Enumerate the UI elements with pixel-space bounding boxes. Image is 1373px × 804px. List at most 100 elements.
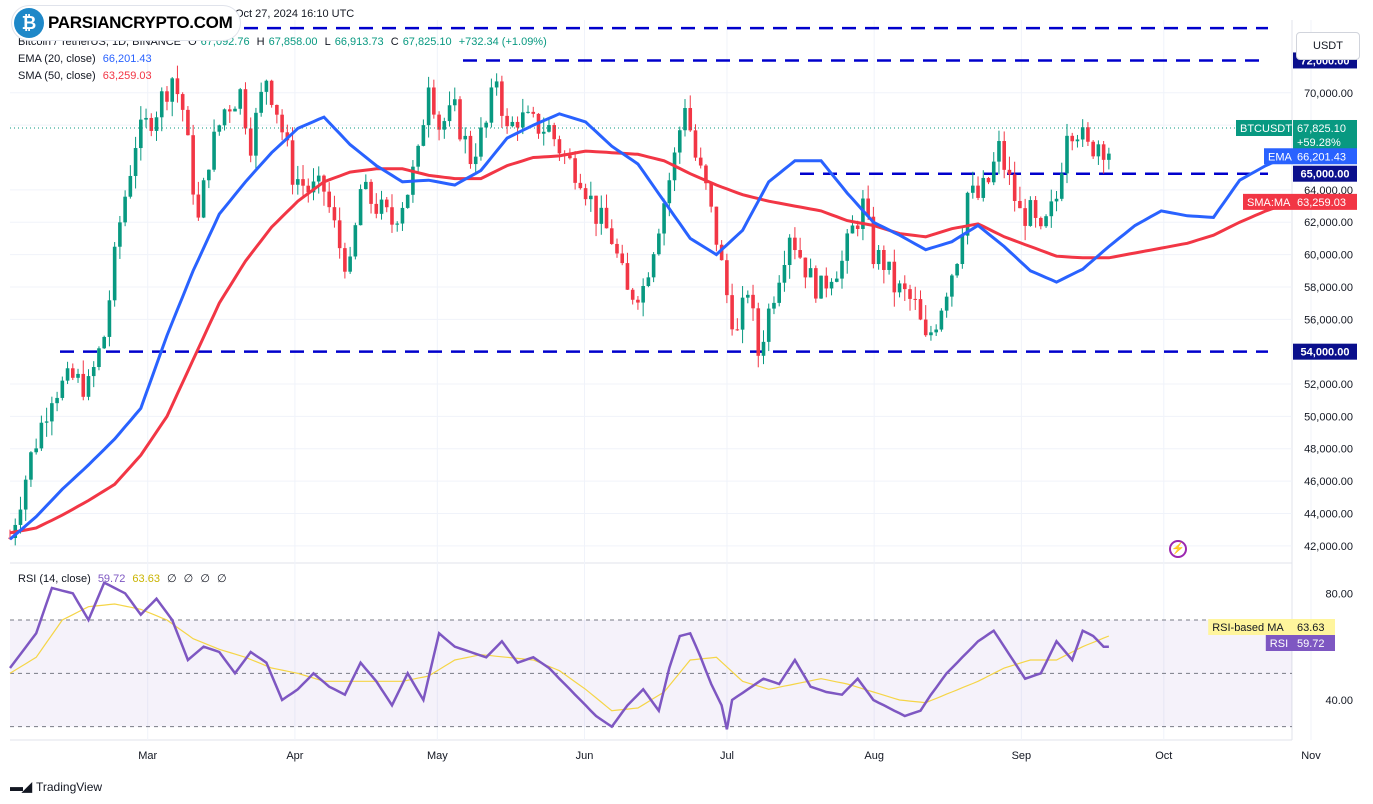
candle-body: [1075, 139, 1080, 142]
candle-body: [306, 185, 311, 193]
candle-body: [1044, 216, 1048, 227]
candle-body: [81, 373, 86, 397]
candle-body: [201, 180, 206, 218]
rsi-legend[interactable]: RSI (14, close) 59.72 63.63 ∅ ∅ ∅ ∅: [18, 573, 227, 585]
bitcoin-icon: ₿: [14, 8, 44, 38]
price-level-tag-label: 54,000.00: [1301, 347, 1350, 359]
candle-body: [719, 244, 724, 261]
price-tick-label: 46,000.00: [1304, 476, 1353, 488]
time-axis[interactable]: Mar Apr May Jun Jul Aug Sep Oct Nov: [138, 750, 1321, 762]
candle-body: [154, 117, 159, 131]
ema-tag: EMA: [1264, 148, 1293, 165]
candle-body: [1033, 200, 1038, 218]
rsi-ma-legend-value: 63.63: [132, 573, 160, 585]
tradingview-brand[interactable]: ▬◢ TradingView: [10, 779, 102, 795]
candle-body: [468, 135, 473, 165]
candle-body: [432, 87, 436, 115]
candle-body: [662, 203, 666, 234]
candle-body: [159, 91, 164, 118]
candle-body: [573, 158, 577, 183]
candle-body: [416, 145, 420, 167]
candle-body: [1039, 217, 1043, 227]
sma-tag-label: SMA:MA: [1247, 197, 1291, 209]
candle-body: [751, 294, 755, 309]
rsi-tick-label: 40.00: [1325, 695, 1353, 707]
candle-body: [280, 114, 284, 133]
candle-body: [651, 254, 656, 278]
candle-body: [364, 181, 368, 190]
candle-body: [793, 237, 797, 251]
candle-body: [107, 300, 112, 337]
price-tick-label: 50,000.00: [1304, 411, 1353, 423]
price-level-tag: [1293, 343, 1357, 360]
candle-body: [102, 336, 106, 349]
candle-body: [897, 283, 902, 293]
candle-body: [358, 189, 363, 226]
candle-body: [144, 117, 148, 120]
candle-body: [29, 452, 33, 480]
flash-icon[interactable]: ⚡: [1169, 540, 1187, 558]
candles: [8, 65, 1111, 546]
candle-body: [405, 194, 410, 208]
candle-body: [547, 125, 551, 132]
sma-tag: SMA:MA: [1243, 193, 1293, 210]
candle-body: [191, 135, 195, 195]
candle-body: [782, 265, 787, 283]
time-tick-label: Oct: [1155, 750, 1172, 762]
candle-body: [139, 119, 143, 149]
symbol-tag-bg: [1236, 119, 1292, 136]
candle-body: [458, 99, 462, 140]
candle-body: [834, 278, 839, 282]
candle-body: [991, 161, 996, 183]
ema-legend-value: 66,201.43: [102, 53, 152, 65]
candle-body: [902, 283, 907, 290]
low-value: 66,913.73: [334, 36, 384, 48]
candle-body: [866, 198, 870, 217]
high-value: 67,858.00: [268, 36, 318, 48]
candle-body: [275, 104, 279, 115]
sma-tag-bg: [1243, 193, 1293, 210]
candle-body: [70, 368, 75, 378]
time-tick-label: Nov: [1301, 750, 1321, 762]
candle-body: [688, 108, 693, 131]
candle-body: [986, 177, 991, 183]
candle-body: [756, 308, 761, 356]
price-level-tag: [1293, 165, 1357, 182]
tradingview-text: TradingView: [36, 780, 103, 794]
watermark-logo: ₿ PARSIANCRYPTO.COM: [12, 6, 241, 40]
candle-body: [1012, 174, 1017, 201]
candle-body: [1091, 141, 1095, 157]
candle-body: [625, 263, 630, 290]
ema-legend[interactable]: EMA (20, close) 66,201.43: [18, 53, 152, 65]
candle-body: [521, 112, 525, 128]
candle-body: [1070, 135, 1075, 142]
candle-body: [557, 139, 562, 154]
ema-tag-label: EMA: [1268, 151, 1293, 163]
candle-body: [212, 131, 216, 170]
price-tick-label: 58,000.00: [1304, 282, 1353, 294]
candle-body: [929, 332, 933, 336]
candle-body: [960, 235, 965, 265]
candle-body: [76, 373, 80, 378]
price-tick-label: 60,000.00: [1304, 250, 1353, 262]
candle-body: [295, 179, 300, 185]
candle-body: [348, 256, 352, 272]
candle-body: [950, 275, 954, 297]
indicator-value-label: 66,201.43: [1297, 151, 1346, 163]
sma-legend[interactable]: SMA (50, close) 63,259.03: [18, 70, 152, 82]
candle-body: [421, 125, 426, 146]
candle-body: [934, 329, 938, 333]
candle-body: [170, 78, 175, 102]
candle-body: [766, 308, 771, 342]
candle-body: [981, 177, 986, 198]
currency-button[interactable]: USDT: [1296, 32, 1360, 60]
last-price-line-0: 67,825.10: [1297, 123, 1346, 135]
candle-body: [133, 148, 138, 176]
candle-body: [23, 479, 28, 510]
candle-body: [50, 403, 54, 422]
price-axis[interactable]: 42,000.00 44,000.00 46,000.00 48,000.00 50,0…: [1304, 88, 1353, 707]
candle-body: [589, 195, 593, 200]
candle-body: [772, 302, 776, 309]
candle-body: [798, 250, 802, 258]
